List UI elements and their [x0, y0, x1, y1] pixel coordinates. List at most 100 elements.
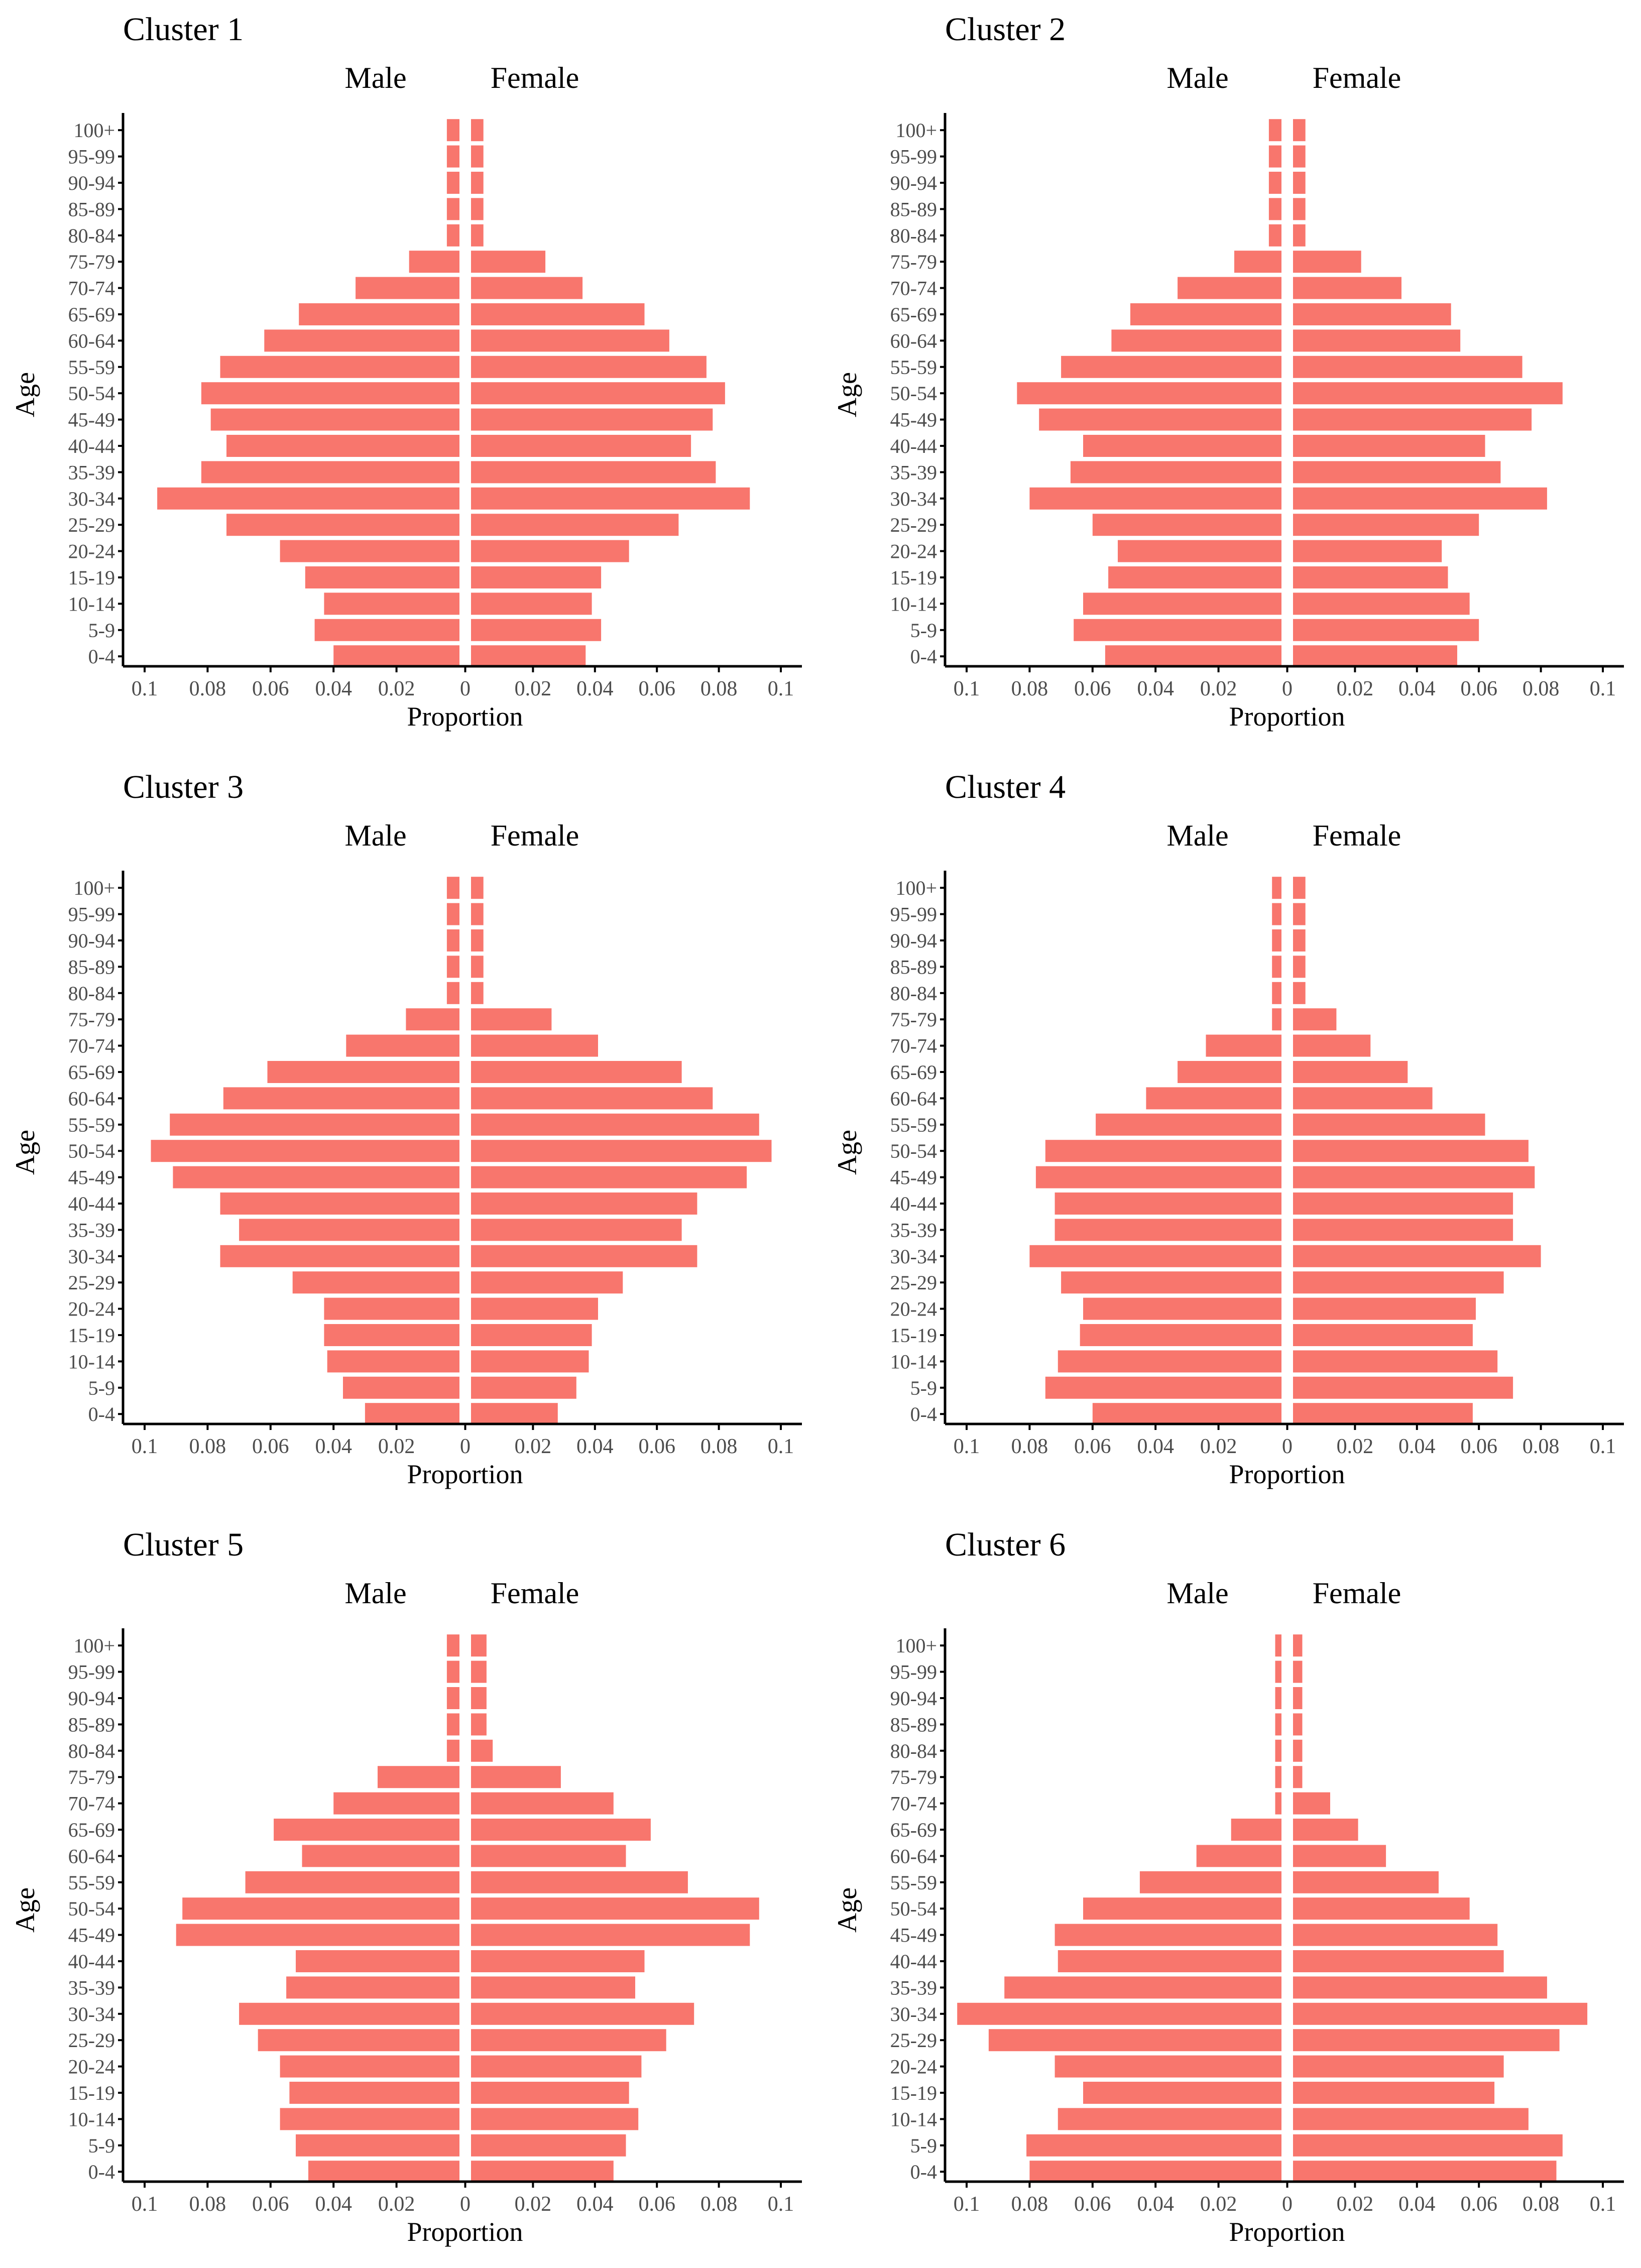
bar-male-100+ — [446, 1634, 459, 1657]
bar-male-55-59 — [245, 1871, 459, 1893]
bar-female-10-14 — [471, 592, 592, 615]
male-side-label: Male — [1166, 819, 1228, 852]
y-tick-label: 45-49 — [68, 1924, 115, 1947]
y-tick-label: 55-59 — [68, 1871, 115, 1894]
y-tick-label: 60-64 — [890, 329, 937, 352]
bar-female-25-29 — [1293, 2029, 1560, 2052]
bar-female-50-54 — [1293, 382, 1563, 405]
bar-male-5-9 — [296, 2134, 459, 2157]
male-side-label: Male — [344, 1577, 406, 1610]
y-tick-label: 10-14 — [68, 2108, 115, 2130]
bar-female-100+ — [1293, 1634, 1303, 1657]
y-tick-label: 55-59 — [68, 1114, 115, 1136]
bar-female-65-69 — [1293, 1061, 1408, 1083]
bar-male-30-34 — [220, 1245, 459, 1267]
x-tick-label: 0.06 — [252, 1435, 289, 1458]
y-tick-label: 50-54 — [890, 382, 937, 405]
bar-female-5-9 — [1293, 1376, 1513, 1399]
y-tick-label: 50-54 — [890, 1897, 937, 1920]
bar-male-0-4 — [1092, 1403, 1281, 1425]
bar-male-30-34 — [157, 487, 460, 510]
bar-female-80-84 — [1293, 1739, 1303, 1762]
x-tick-label: 0.1 — [1590, 677, 1616, 700]
bar-male-20-24 — [324, 1297, 459, 1320]
bar-female-45-49 — [471, 1166, 747, 1188]
y-tick-label: 5-9 — [88, 619, 115, 642]
bar-female-95-99 — [471, 145, 484, 168]
bar-male-80-84 — [446, 224, 459, 247]
y-tick-label: 5-9 — [88, 1377, 115, 1399]
bar-female-75-79 — [1293, 1766, 1303, 1788]
y-tick-label: 65-69 — [68, 1819, 115, 1841]
y-tick-label: 20-24 — [68, 1298, 115, 1321]
bar-male-80-84 — [446, 982, 459, 1004]
bar-male-65-69 — [267, 1061, 459, 1083]
bar-male-55-59 — [1139, 1871, 1281, 1893]
bar-female-90-94 — [471, 929, 484, 951]
bar-female-60-64 — [471, 1087, 713, 1110]
y-tick-label: 85-89 — [68, 198, 115, 220]
x-tick-label: 0.02 — [378, 677, 415, 700]
bar-female-75-79 — [471, 1008, 552, 1031]
y-tick-label: 55-59 — [890, 1871, 937, 1894]
bar-female-25-29 — [471, 1271, 623, 1294]
y-axis-title: Age — [832, 372, 862, 417]
bar-male-35-39 — [286, 1976, 459, 1999]
bar-male-50-54 — [182, 1897, 459, 1920]
x-tick-label: 0.04 — [1137, 2193, 1174, 2216]
bar-female-70-74 — [1293, 1034, 1371, 1057]
bar-female-75-79 — [471, 251, 546, 273]
y-tick-label: 0-4 — [910, 1403, 937, 1425]
y-tick-label: 30-34 — [890, 2003, 937, 2025]
bar-female-55-59 — [1293, 1113, 1485, 1136]
y-axis-title: Age — [832, 1130, 862, 1175]
bar-female-85-89 — [471, 198, 484, 220]
x-tick-label: 0.02 — [515, 2193, 552, 2216]
x-axis-title: Proportion — [407, 2217, 523, 2247]
x-tick-label: 0.04 — [576, 677, 614, 700]
x-tick-label: 0 — [1282, 2193, 1293, 2216]
y-tick-label: 35-39 — [890, 1976, 937, 1999]
bar-female-40-44 — [471, 1192, 697, 1215]
bar-male-25-29 — [988, 2029, 1281, 2052]
bar-male-95-99 — [446, 903, 459, 925]
bar-male-25-29 — [258, 2029, 459, 2052]
x-tick-label: 0.04 — [1398, 677, 1436, 700]
bar-female-50-54 — [471, 1140, 772, 1162]
x-tick-label: 0.04 — [1137, 677, 1174, 700]
bar-male-100+ — [1272, 877, 1281, 899]
y-tick-label: 15-19 — [890, 566, 937, 589]
y-tick-label: 25-29 — [68, 514, 115, 536]
bar-female-40-44 — [471, 435, 691, 457]
bar-female-35-39 — [471, 461, 716, 484]
bar-female-20-24 — [471, 1297, 598, 1320]
panel-cluster-4: Cluster 4 Male Female 0-4 5-9 10-14 15-19 20-24… — [832, 769, 1624, 1489]
y-tick-label: 90-94 — [890, 172, 937, 194]
bar-male-90-94 — [446, 1687, 459, 1709]
bar-male-95-99 — [1275, 1660, 1281, 1683]
y-tick-label: 45-49 — [68, 409, 115, 431]
bar-female-95-99 — [471, 903, 484, 925]
x-tick-label: 0 — [460, 677, 471, 700]
bar-male-15-19 — [324, 1324, 459, 1346]
bar-female-35-39 — [471, 1976, 635, 1999]
bar-male-25-29 — [1092, 514, 1281, 536]
y-tick-label: 65-69 — [68, 1061, 115, 1084]
bar-female-30-34 — [471, 2002, 694, 2025]
bar-male-60-64 — [223, 1087, 460, 1110]
female-side-label: Female — [491, 1577, 579, 1610]
x-axis-title: Proportion — [407, 1459, 523, 1489]
x-axis-title: Proportion — [1229, 1459, 1345, 1489]
y-tick-label: 95-99 — [890, 146, 937, 168]
bar-male-45-49 — [1054, 1924, 1281, 1946]
x-tick-label: 0.06 — [252, 677, 289, 700]
y-tick-label: 75-79 — [890, 1008, 937, 1031]
bar-male-35-39 — [1054, 1219, 1281, 1241]
bar-male-50-54 — [1083, 1897, 1281, 1920]
y-tick-label: 0-4 — [910, 645, 937, 668]
x-tick-label: 0 — [1282, 677, 1293, 700]
bar-female-70-74 — [471, 1034, 598, 1057]
female-side-label: Female — [1313, 61, 1401, 94]
bar-male-55-59 — [220, 355, 459, 378]
bar-male-10-14 — [1083, 592, 1281, 615]
